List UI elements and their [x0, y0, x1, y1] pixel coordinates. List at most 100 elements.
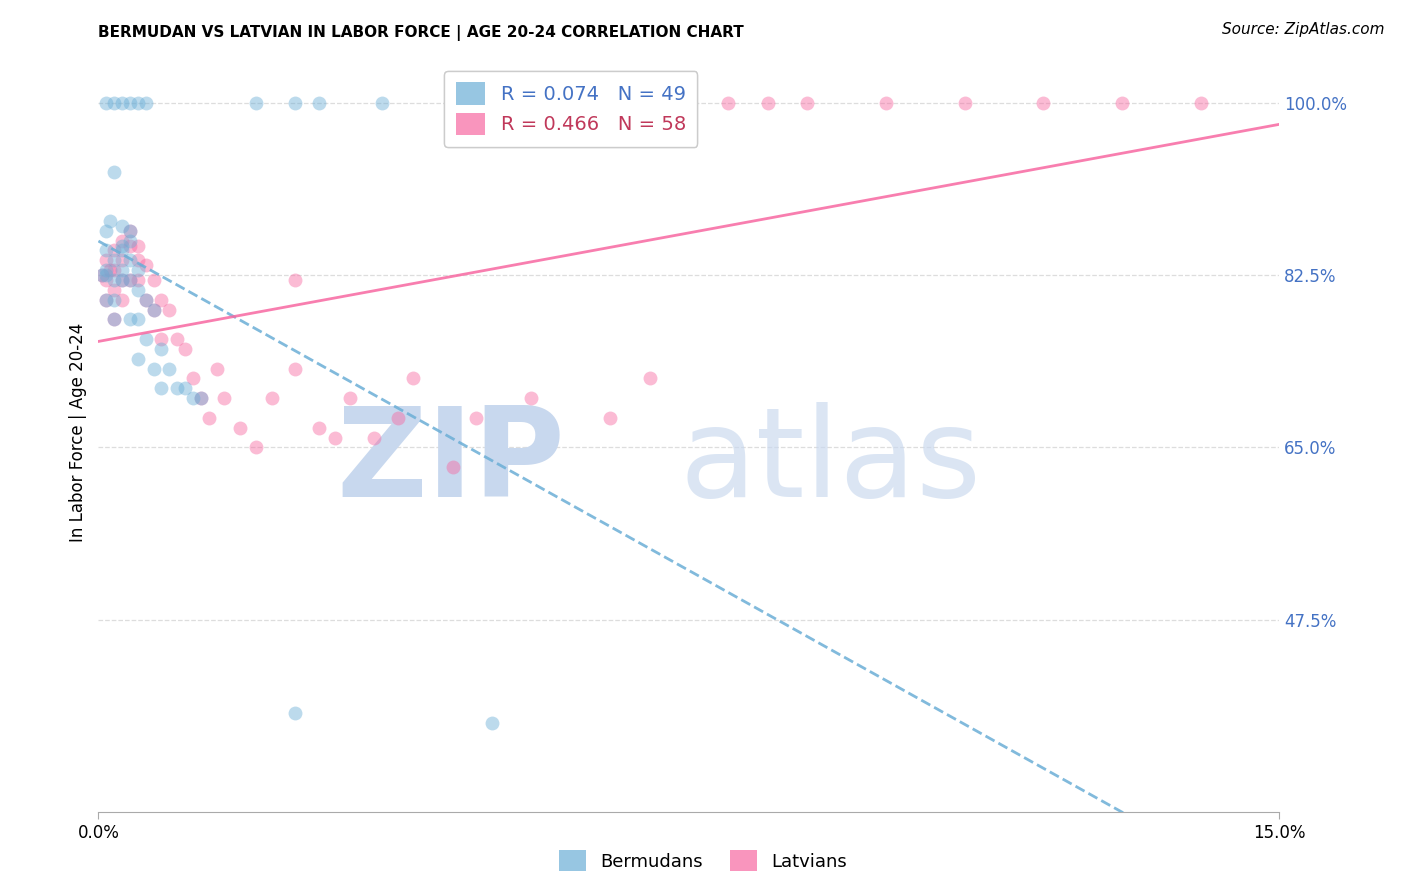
Legend: Bermudans, Latvians: Bermudans, Latvians [551, 843, 855, 879]
Point [127, 351, 149, 366]
Point [103, 312, 125, 326]
Point [229, 420, 252, 434]
Point [103, 283, 125, 297]
Point [245, 95, 267, 110]
Point [111, 234, 134, 248]
Text: atlas: atlas [679, 402, 981, 524]
Point [150, 381, 173, 395]
Point [111, 219, 134, 233]
Point [96, 263, 118, 277]
Point [142, 273, 165, 287]
Point [111, 263, 134, 277]
Point [127, 273, 149, 287]
Point [103, 244, 125, 258]
Point [150, 293, 173, 307]
Point [118, 312, 141, 326]
Point [111, 293, 134, 307]
Point [481, 716, 503, 731]
Point [371, 95, 394, 110]
Point [111, 238, 134, 252]
Point [103, 293, 125, 307]
Text: BERMUDAN VS LATVIAN IN LABOR FORCE | AGE 20-24 CORRELATION CHART: BERMUDAN VS LATVIAN IN LABOR FORCE | AGE… [98, 25, 744, 41]
Point [150, 342, 173, 356]
Point [103, 273, 125, 287]
Point [135, 258, 157, 272]
Point [245, 441, 267, 455]
Point [638, 371, 661, 385]
Point [150, 332, 173, 346]
Point [118, 253, 141, 268]
Point [190, 391, 212, 405]
Point [142, 302, 165, 317]
Point [520, 391, 543, 405]
Point [111, 95, 134, 110]
Point [796, 95, 818, 110]
Point [118, 273, 141, 287]
Point [96, 273, 118, 287]
Point [96, 224, 118, 238]
Point [96, 244, 118, 258]
Point [387, 410, 409, 425]
Point [284, 273, 307, 287]
Point [118, 238, 141, 252]
Point [1032, 95, 1054, 110]
Point [465, 410, 488, 425]
Point [142, 302, 165, 317]
Point [96, 253, 118, 268]
Text: ZIP: ZIP [336, 402, 565, 524]
Point [308, 95, 330, 110]
Point [96, 293, 118, 307]
Point [717, 95, 740, 110]
Text: Source: ZipAtlas.com: Source: ZipAtlas.com [1222, 22, 1385, 37]
Point [174, 342, 197, 356]
Point [111, 273, 134, 287]
Point [142, 361, 165, 376]
Point [190, 391, 212, 405]
Point [197, 410, 219, 425]
Point [323, 431, 346, 445]
Point [118, 95, 141, 110]
Point [111, 253, 134, 268]
Point [599, 410, 621, 425]
Point [111, 273, 134, 287]
Point [284, 706, 307, 721]
Point [181, 391, 204, 405]
Point [118, 224, 141, 238]
Point [756, 95, 779, 110]
Point [181, 371, 204, 385]
Point [96, 95, 118, 110]
Point [98, 214, 121, 228]
Point [127, 283, 149, 297]
Point [103, 95, 125, 110]
Point [91, 268, 114, 282]
Point [98, 263, 121, 277]
Point [157, 361, 180, 376]
Point [174, 381, 197, 395]
Point [1189, 95, 1212, 110]
Point [166, 332, 188, 346]
Point [118, 273, 141, 287]
Point [135, 293, 157, 307]
Point [103, 164, 125, 178]
Point [127, 263, 149, 277]
Point [91, 268, 114, 282]
Point [308, 420, 330, 434]
Point [127, 253, 149, 268]
Point [678, 95, 700, 110]
Point [96, 293, 118, 307]
Point [135, 95, 157, 110]
Point [205, 361, 228, 376]
Point [1111, 95, 1133, 110]
Point [441, 460, 464, 475]
Point [135, 293, 157, 307]
Point [875, 95, 897, 110]
Point [402, 371, 425, 385]
Point [214, 391, 236, 405]
Point [127, 95, 149, 110]
Point [284, 95, 307, 110]
Point [953, 95, 976, 110]
Point [96, 268, 118, 282]
Point [157, 302, 180, 317]
Y-axis label: In Labor Force | Age 20-24: In Labor Force | Age 20-24 [69, 323, 87, 542]
Point [103, 253, 125, 268]
